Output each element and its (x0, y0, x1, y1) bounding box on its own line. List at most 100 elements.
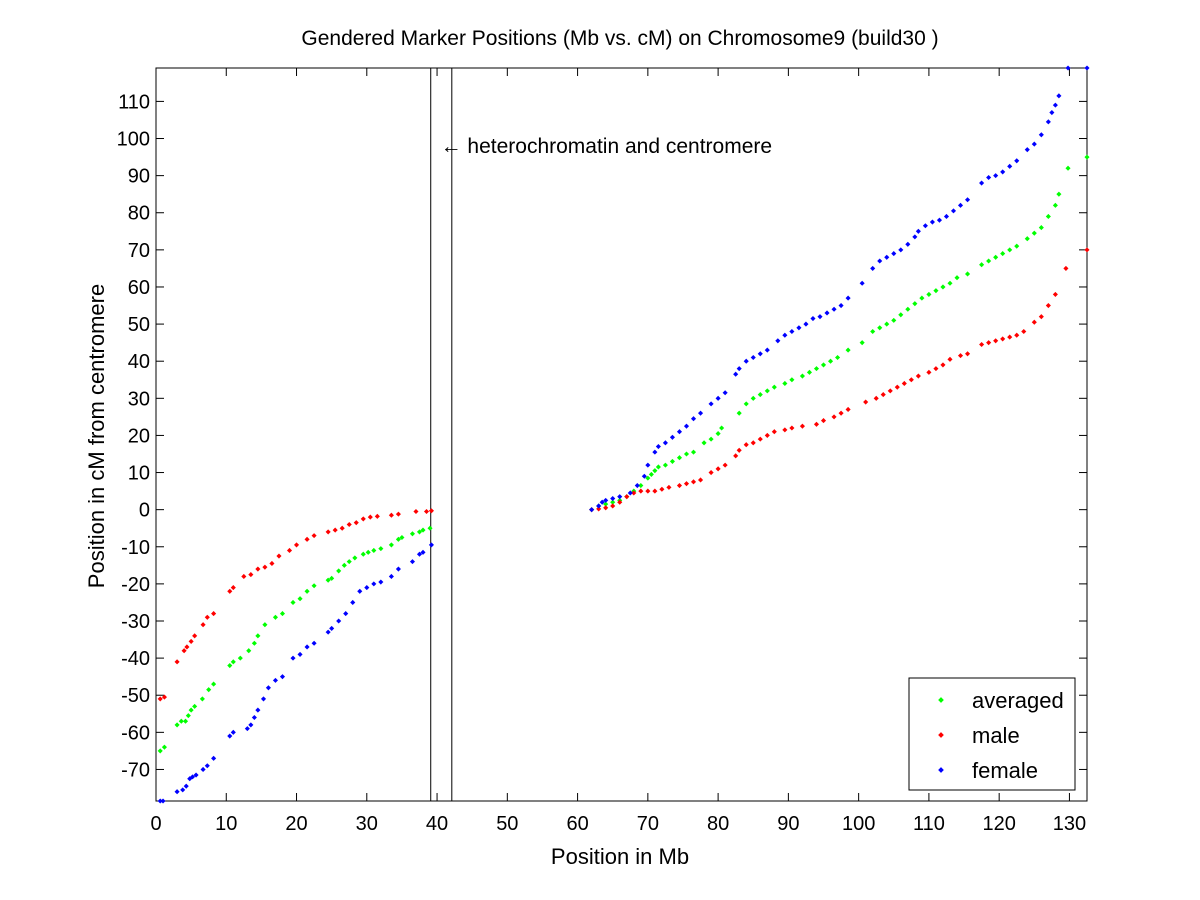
data-point-female (757, 351, 763, 357)
data-point-averaged (715, 431, 721, 437)
data-point-female (1038, 132, 1044, 138)
data-point-male (610, 503, 616, 509)
data-point-male (894, 384, 900, 390)
data-point-male (423, 508, 430, 515)
data-point-male (413, 508, 419, 515)
data-point-female (599, 499, 605, 505)
y-tick-label: 90 (128, 166, 150, 188)
data-point-female (641, 473, 647, 479)
x-tick-label: 90 (777, 813, 799, 835)
y-tick-label: -70 (121, 759, 150, 781)
data-point-male (388, 512, 394, 518)
data-point-averaged (420, 527, 426, 533)
data-point-male (986, 340, 992, 346)
data-point-female (810, 315, 816, 322)
x-axis-label: Position in Mb (551, 844, 689, 869)
data-point-averaged (993, 254, 999, 260)
legend-marker-male (938, 732, 944, 738)
data-point-averaged (905, 306, 911, 312)
data-point-averaged (1031, 230, 1037, 236)
data-point-averaged (782, 380, 788, 387)
y-tick-label: -60 (121, 722, 150, 744)
data-point-averaged (884, 321, 890, 327)
y-tick-label: 10 (128, 463, 150, 485)
data-point-female (831, 306, 837, 312)
data-point-female (877, 258, 883, 264)
data-point-male (617, 499, 623, 505)
x-tick-label: 50 (496, 813, 518, 835)
data-point-averaged (789, 377, 795, 383)
y-tick-label: -30 (121, 611, 150, 633)
data-point-female (736, 366, 742, 372)
data-point-female (1000, 169, 1006, 175)
data-point-male (255, 566, 261, 572)
data-point-male (736, 447, 742, 453)
legend-label-female: female (972, 758, 1038, 783)
y-tick-label: -40 (121, 648, 150, 670)
data-point-averaged (954, 275, 960, 281)
data-point-averaged (610, 499, 616, 505)
data-point-averaged (638, 482, 644, 489)
data-point-male (813, 421, 820, 427)
data-point-averaged (870, 328, 876, 335)
y-tick-label: 50 (128, 314, 150, 336)
data-point-male (1052, 291, 1058, 297)
x-tick-label: 100 (842, 813, 875, 835)
data-point-female (1031, 141, 1037, 147)
data-point-female (290, 655, 296, 661)
data-point-averaged (1052, 202, 1058, 208)
data-point-male (1031, 319, 1037, 325)
data-point-averaged (645, 475, 651, 481)
data-point-male (831, 414, 837, 420)
data-point-averaged (743, 401, 749, 407)
data-point-female (343, 611, 349, 617)
x-tick-label: 30 (356, 813, 378, 835)
y-tick-label: 0 (139, 500, 150, 522)
data-point-female (1052, 102, 1058, 108)
data-point-averaged (986, 258, 992, 264)
data-point-male (757, 436, 763, 442)
data-point-female (645, 462, 651, 468)
data-point-averaged (395, 536, 401, 542)
data-point-male (743, 442, 749, 448)
data-point-averaged (813, 366, 820, 372)
legend-label-male: male (972, 723, 1020, 748)
x-tick-label: 0 (150, 813, 161, 835)
data-point-male (1021, 328, 1027, 335)
data-point-female (796, 325, 802, 331)
data-point-averaged (933, 288, 939, 294)
data-point-averaged (365, 549, 371, 555)
data-point-male (659, 486, 665, 492)
data-point-female (1024, 147, 1030, 153)
data-point-male (908, 377, 914, 383)
data-point-female (782, 332, 788, 338)
data-point-male (1014, 332, 1020, 338)
data-point-male (339, 525, 345, 531)
data-point-female (1014, 158, 1020, 164)
data-point-averaged (1084, 154, 1090, 160)
data-point-male (428, 508, 434, 514)
data-point-male (782, 427, 788, 433)
data-point-female (912, 234, 918, 240)
data-point-female (803, 321, 809, 327)
data-point-averaged (648, 471, 654, 477)
data-point-averaged (736, 410, 742, 416)
legend-label-averaged: averaged (972, 688, 1064, 713)
x-tick-label: 110 (913, 813, 945, 835)
data-point-male (1084, 247, 1090, 253)
x-tick-label: 130 (1053, 813, 1086, 835)
y-tick-label: 80 (128, 203, 150, 225)
data-point-averaged (652, 468, 658, 474)
x-tick-label: 40 (426, 813, 448, 835)
data-point-male (624, 494, 630, 500)
legend-box (908, 677, 1076, 791)
data-point-averaged (947, 280, 953, 286)
y-tick-label: 70 (128, 240, 150, 262)
data-point-male (666, 484, 672, 490)
data-point-averaged (683, 451, 690, 457)
data-point-female (297, 651, 303, 657)
y-axis-label: Position in cM from centromere (84, 284, 109, 588)
x-tick-label: 20 (285, 813, 307, 835)
x-tick-label: 70 (637, 813, 659, 835)
